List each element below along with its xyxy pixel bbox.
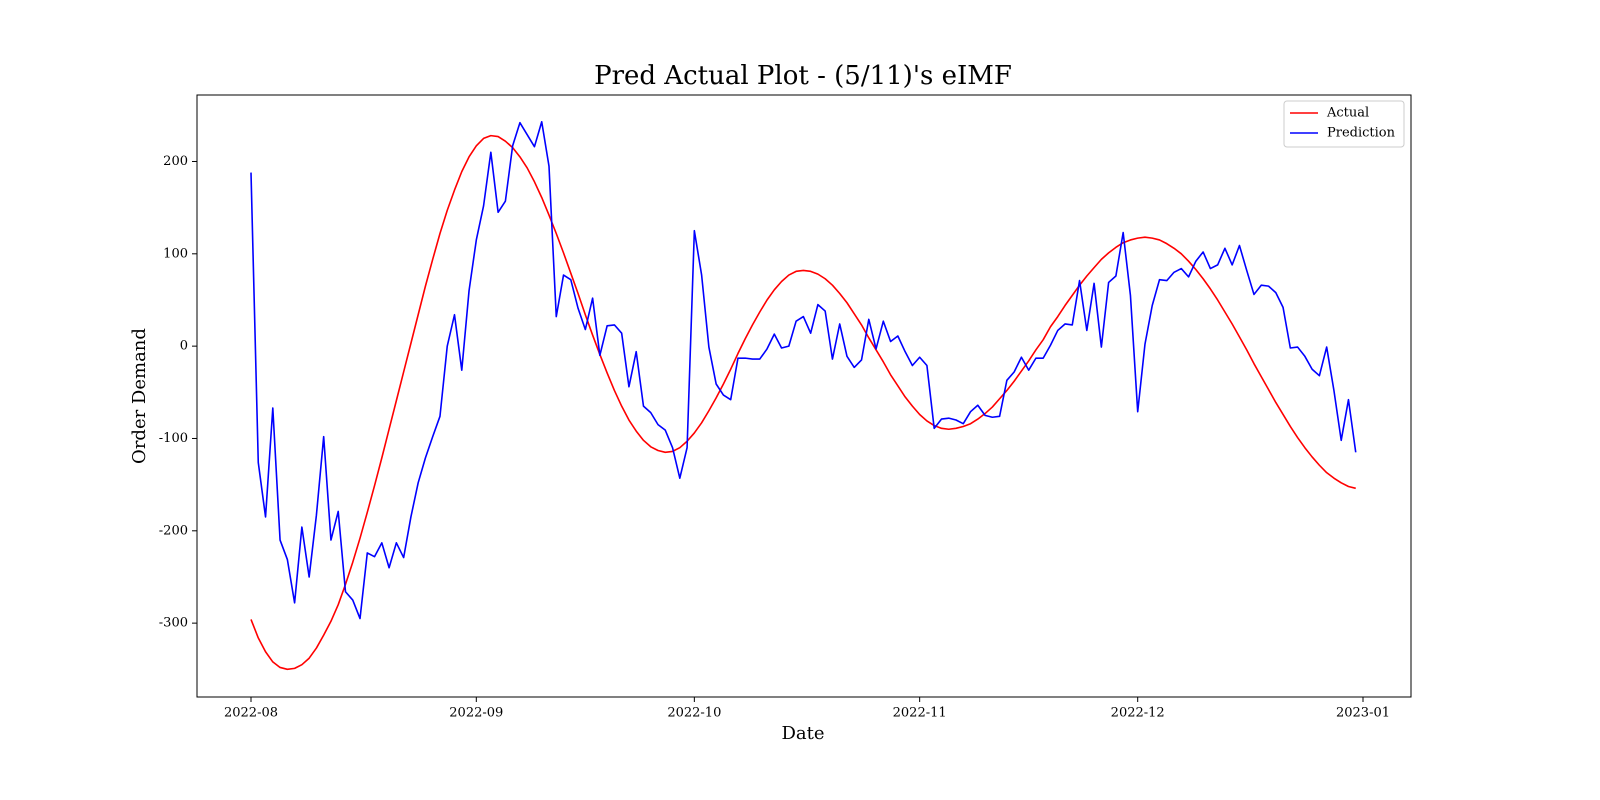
y-tick-label: 0 <box>180 339 188 354</box>
plot-frame <box>196 94 1412 698</box>
x-tick-label: 2023-01 <box>1336 706 1390 721</box>
legend-label: Prediction <box>1327 126 1396 141</box>
x-tick-label: 2022-09 <box>449 706 503 721</box>
x-tick-label: 2022-12 <box>1111 706 1165 721</box>
series-line <box>250 120 1357 620</box>
y-tick-label: -200 <box>159 523 188 538</box>
x-tick-label: 2022-08 <box>224 706 278 721</box>
y-axis-label: Order Demand <box>129 328 150 464</box>
chart-title: Pred Actual Plot - (5/11)'s eIMF <box>594 61 1012 91</box>
y-tick-label: -300 <box>159 616 188 631</box>
y-tick-label: 100 <box>163 246 188 261</box>
y-tick-label: -100 <box>159 431 188 446</box>
y-tick-label: 200 <box>163 154 188 169</box>
x-tick-label: 2022-11 <box>893 706 947 721</box>
series-line <box>250 134 1356 671</box>
legend-label: Actual <box>1326 106 1369 121</box>
x-tick-label: 2022-10 <box>667 706 721 721</box>
x-axis-label: Date <box>781 723 824 744</box>
